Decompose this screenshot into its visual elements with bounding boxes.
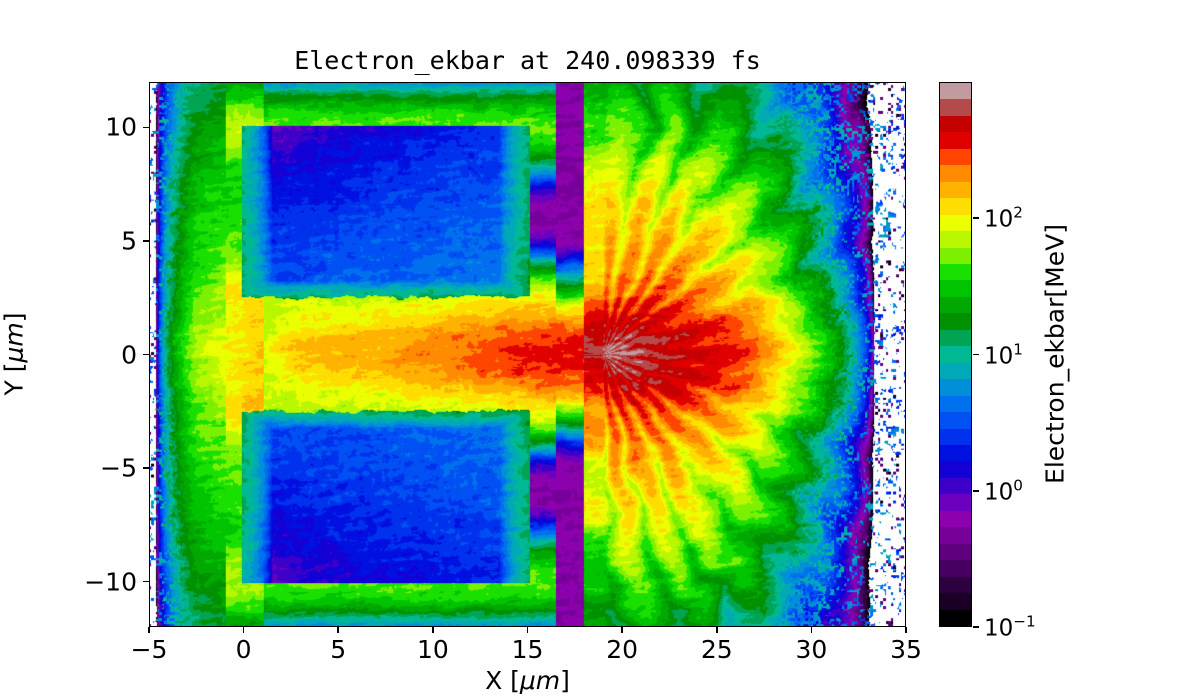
colorbar-band [940,346,971,363]
colorbar-band [940,543,971,561]
colorbar-band [940,313,971,330]
colorbar-label: Electron_ekbar[MeV] [1040,224,1070,484]
colorbar-band [940,444,971,462]
y-axis-label: Y [μm] [0,312,29,396]
colorbar-band [940,231,971,248]
y-tick-mark [143,580,149,583]
y-tick-mark [143,467,149,469]
x-tick-mark [621,627,623,633]
colorbar-band [940,132,971,149]
colorbar-band [940,609,971,626]
heatmap-image [150,83,905,626]
colorbar-band [940,576,971,594]
x-tick-label: 30 [795,635,828,664]
colorbar-tick-mark [973,489,979,492]
x-axis-label: X [μm] [485,666,570,695]
colorbar-band [940,593,971,610]
y-tick-label: 5 [121,226,137,256]
colorbar-tick-label: 102 [984,203,1023,233]
y-tick-label: 0 [121,340,137,369]
x-tick-mark [905,627,907,633]
colorbar-band [940,560,971,577]
colorbar-band [940,395,971,413]
x-tick-label: 0 [235,635,252,664]
colorbar [939,82,972,627]
colorbar-tick-label: 101 [984,340,1023,369]
x-tick-label: 10 [416,635,449,664]
x-tick-mark [148,627,150,633]
x-tick-mark [526,627,529,633]
colorbar-band [940,510,971,528]
colorbar-tick-mark [973,353,979,356]
colorbar-tick-mark [973,217,979,220]
x-tick-mark [242,627,245,633]
colorbar-band [940,280,971,297]
x-tick-label: −5 [130,635,168,664]
colorbar-band [940,412,971,429]
y-tick-label: −5 [100,453,137,483]
x-tick-mark [432,627,434,633]
x-tick-mark [810,627,813,633]
colorbar-tick-mark [973,626,979,628]
x-tick-label: 35 [890,635,922,664]
y-tick-label: 10 [105,112,137,142]
colorbar-band [940,214,971,232]
colorbar-band [940,263,971,281]
colorbar-band [940,379,971,396]
colorbar-band [940,99,971,116]
x-tick-label: 5 [330,635,347,664]
x-tick-label: 25 [700,635,733,664]
colorbar-band [940,148,971,166]
y-tick-mark [143,126,149,129]
colorbar-band [940,477,971,495]
colorbar-band [940,494,971,511]
colorbar-band [940,198,971,215]
x-tick-label: 15 [511,635,544,664]
colorbar-band [940,115,971,133]
colorbar-band [940,165,971,182]
colorbar-tick-label: 10−1 [984,612,1036,642]
colorbar-band [940,83,971,100]
colorbar-band [940,296,971,314]
y-tick-mark [143,240,149,242]
colorbar-band [940,181,971,199]
plot-title: Electron_ekbar at 240.098339 fs [294,46,761,75]
x-tick-mark [715,627,718,633]
colorbar-tick-label: 100 [984,476,1023,506]
heatmap-axes [149,82,906,627]
y-tick-mark [143,353,149,356]
x-tick-mark [337,627,340,633]
colorbar-band [940,329,971,347]
colorbar-band [940,461,971,478]
colorbar-band [940,247,971,264]
colorbar-band [940,428,971,445]
y-tick-label: −10 [84,567,137,597]
colorbar-band [940,527,971,544]
x-tick-label: 20 [606,635,639,664]
colorbar-band [940,362,971,380]
